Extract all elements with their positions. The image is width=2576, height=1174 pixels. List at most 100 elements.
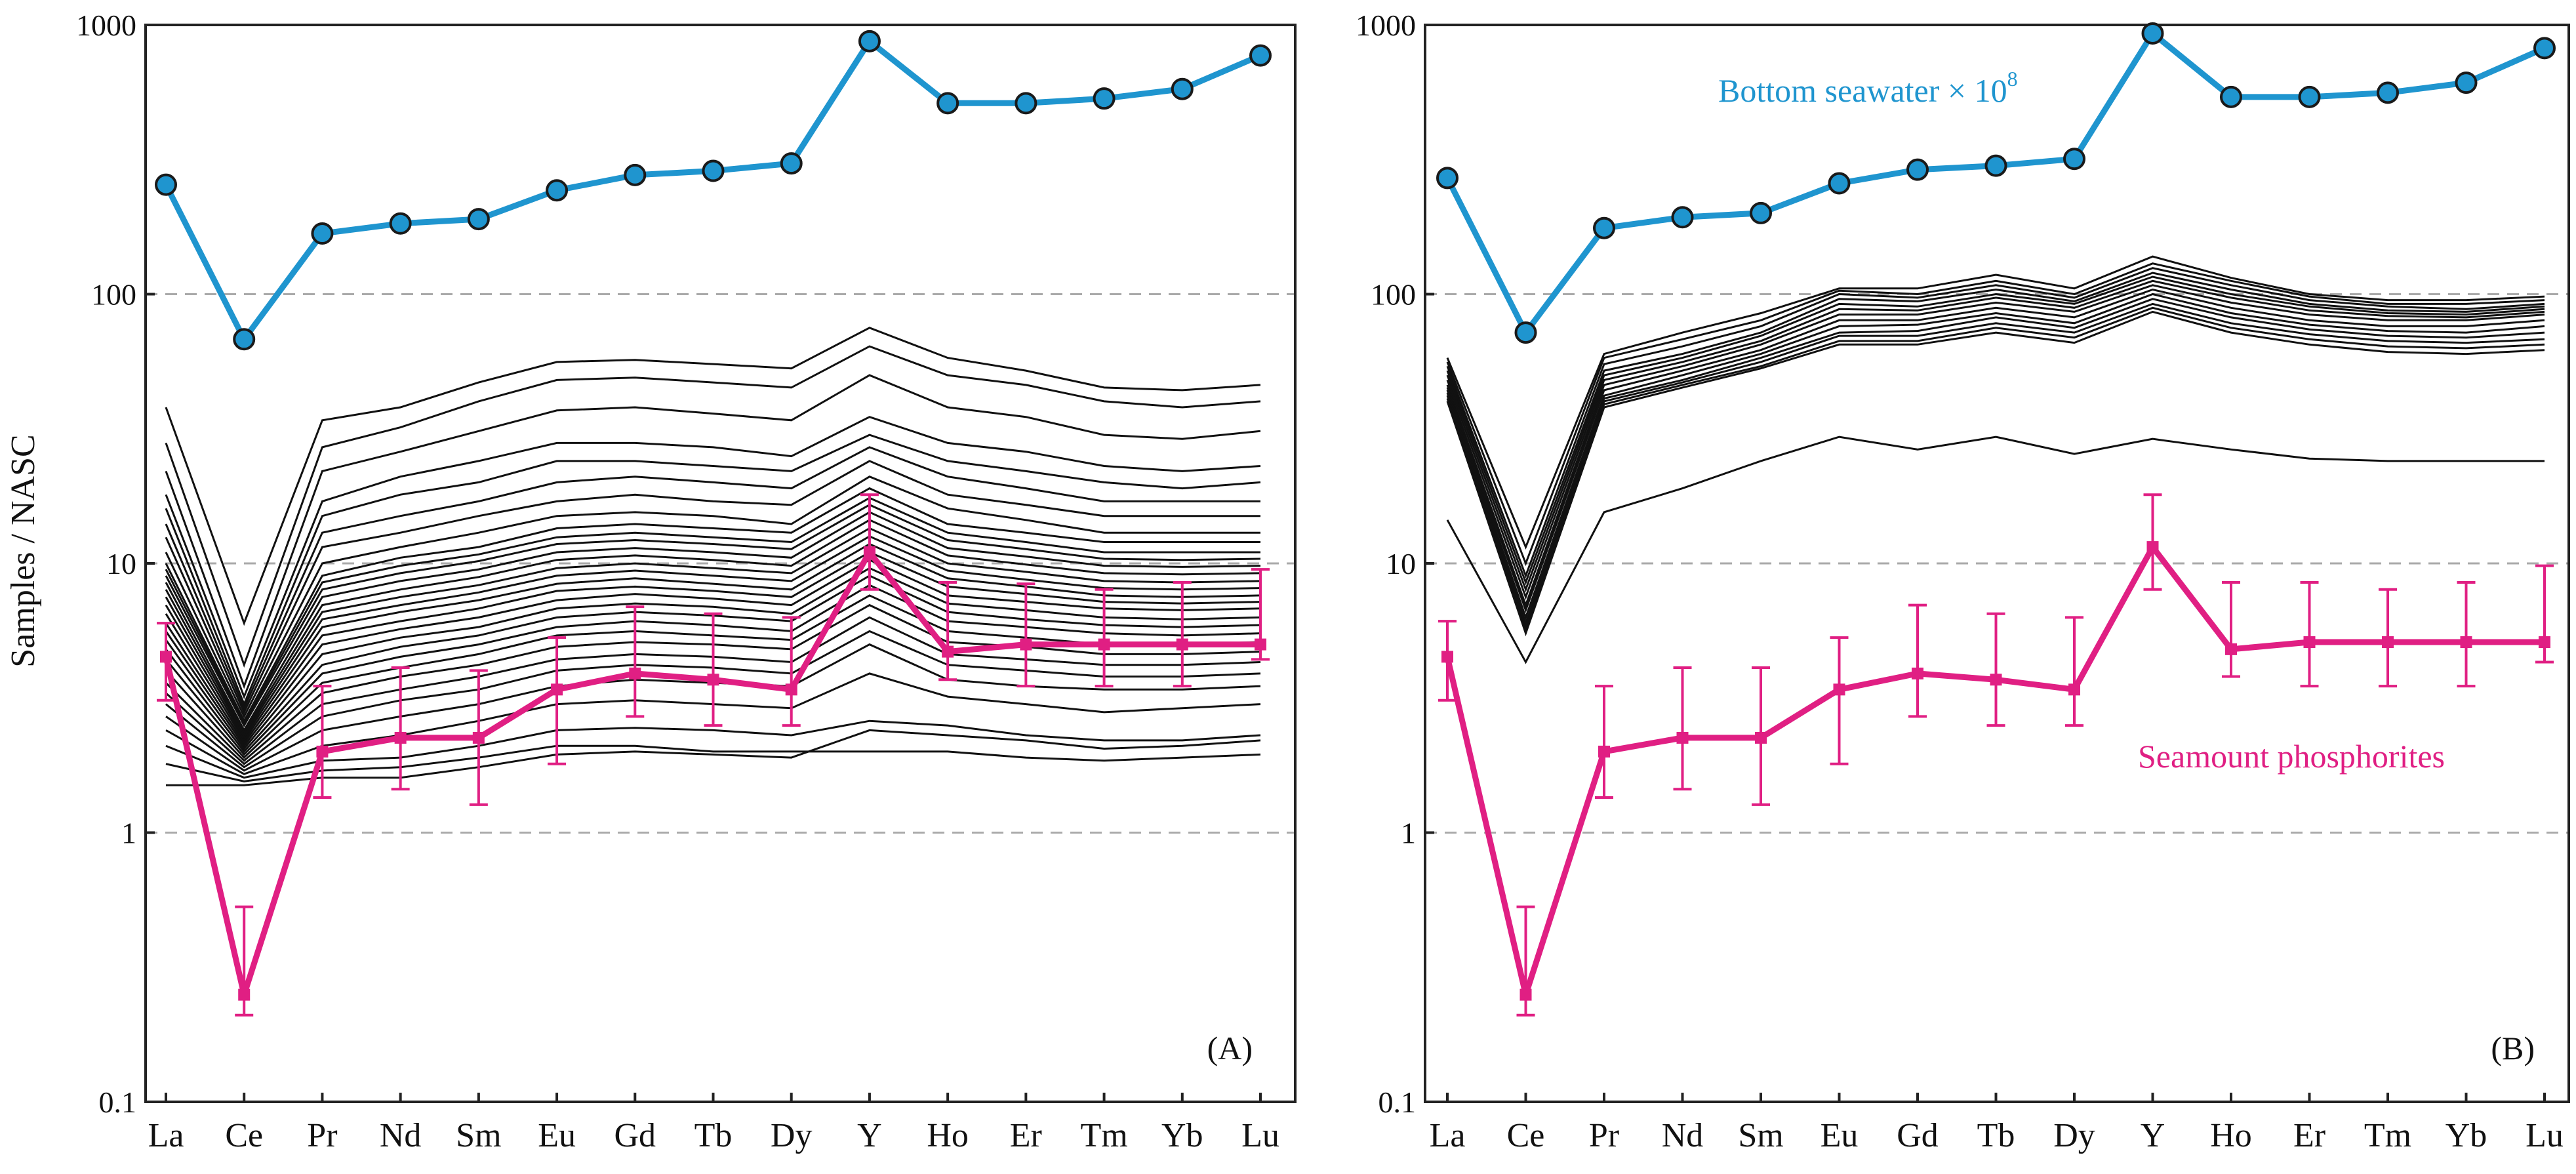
x-tick-label-Nd: Nd [380,1117,422,1154]
seawater-point [2533,37,2556,60]
sample-profile-line [165,374,1261,689]
phosphorite-point [1098,638,1110,651]
y-tick-label: 10 [1386,547,1416,580]
seawater-point [1828,172,1851,195]
x-tick-label-Ho: Ho [927,1117,969,1154]
x-tick-label-Y: Y [2141,1117,2165,1154]
sample-profile-line [165,559,1261,748]
y-tick-label: 0.1 [99,1085,137,1119]
sample-profile-line [165,551,1261,745]
sample-profile-line [165,519,1261,735]
phosphorite-point [2539,636,2550,649]
sample-profile-line [1446,272,2545,586]
x-tick-label-Eu: Eu [538,1117,576,1154]
phosphorite-point [394,731,407,744]
seawater-point [2063,148,2085,171]
seawater-point [1750,201,1772,224]
phosphorite-point [2303,636,2316,649]
x-tick-label-Sm: Sm [1738,1117,1783,1154]
y-tick-label: 0.1 [1379,1085,1417,1119]
y-tick-label: 1000 [76,9,136,42]
phosphorite-point [1990,674,2002,686]
phosphorite-point [1519,988,1532,1001]
sample-profile-line [1446,275,2545,593]
x-tick-label-Er: Er [2293,1117,2325,1154]
phosphorite-point [551,683,563,696]
sample-profile-line [1446,284,2545,609]
phosphorite-point [942,645,954,658]
sample-profile-line [165,487,1260,723]
y-tick-label: 1000 [1356,9,1416,42]
y-tick-label: 1 [121,817,136,850]
seawater-point [2141,22,2164,45]
seawater-series-label-superscript: 8 [2007,67,2018,91]
sample-profile-line [1446,267,2545,579]
sample-profile-line [165,744,1261,782]
x-tick-label-Yb: Yb [1161,1117,1203,1154]
phosphorite-point [707,674,719,686]
panel-label: (B) [2491,1030,2535,1066]
phosphorite-point [1833,683,1845,696]
phosphorite-point [2068,683,2080,696]
sample-profile-line [1446,255,2545,550]
sample-profile-line [1446,288,2545,613]
panel-b: 0.1 1 10 100 1000 La Ce Pr Nd Sm Eu Gd Tb Dy Y Ho Er Tm Yb… [1356,9,2570,1154]
sample-profile-line [165,542,1261,742]
phosphorite-point [1676,731,1689,744]
y-tick-label: 10 [106,547,136,580]
seawater-point [2220,85,2242,108]
sample-profile-line [165,327,1261,626]
phosphorite-point [2460,636,2472,649]
x-tick-label-Ce: Ce [1507,1117,1545,1154]
sample-profile-line [1446,298,2545,626]
sample-profile-line [165,446,1260,711]
seawater-point [546,179,569,202]
phosphorite-series-label: Seamount phosphorites [2138,738,2445,775]
x-tick-label-Tm: Tm [1080,1117,1127,1154]
x-tick-label-Eu: Eu [1821,1117,1859,1154]
sample-profile-line [1446,306,2545,635]
sample-profile-line [1446,302,2545,630]
sample-profile-line [1446,310,2545,637]
seawater-point [1015,92,1037,115]
phosphorite-point [629,667,641,679]
sample-profile-line [165,460,1260,715]
y-tick-label: 100 [91,278,136,312]
y-tick-label: 1 [1401,817,1416,850]
seawater-point [1906,158,1929,181]
seawater-point [389,212,412,235]
seawater-point [2455,71,2478,94]
x-tick-label-Sm: Sm [456,1117,501,1154]
x-tick-label-La: La [1430,1117,1466,1154]
panel-a: 0.1 1 10 100 1000 La Ce Pr Nd Sm Eu Gd Tb Dy Y Ho Er Tm Yb… [76,9,1297,1154]
seawater-point [1249,44,1272,67]
sample-profile-line [165,511,1261,733]
sample-profile-line [165,434,1261,707]
sample-profile-line [166,729,1261,786]
phosphorite-point [2225,643,2237,655]
seawater-point [1984,154,2007,177]
x-tick-label-Yb: Yb [2445,1117,2487,1154]
sample-profile-line [165,527,1261,737]
x-tick-label-Lu: Lu [1241,1117,1279,1154]
phosphorite-point [1176,638,1188,651]
seawater-point [233,328,256,351]
sample-profile-line [165,496,1260,725]
phosphorite-point [2382,636,2394,649]
x-tick-label-Ho: Ho [2210,1117,2252,1154]
x-tick-label-Lu: Lu [2526,1117,2564,1154]
seawater-point [1671,206,1694,229]
sample-profile-line [1446,279,2545,600]
phosphorite-point [785,683,797,696]
seawater-point [1514,321,1537,344]
seawater-series-label: Bottom seawater × 108 [1718,67,2018,109]
sample-profile-line [165,476,1260,719]
x-tick-label-Tb: Tb [1977,1117,2015,1154]
sample-profile-line [165,567,1261,750]
x-tick-label-Pr: Pr [1589,1117,1619,1154]
seawater-point [155,173,177,196]
seawater-point [936,92,959,115]
seawater-point [624,163,647,186]
phosphorite-point [863,546,875,559]
phosphorite-point [1441,651,1453,663]
